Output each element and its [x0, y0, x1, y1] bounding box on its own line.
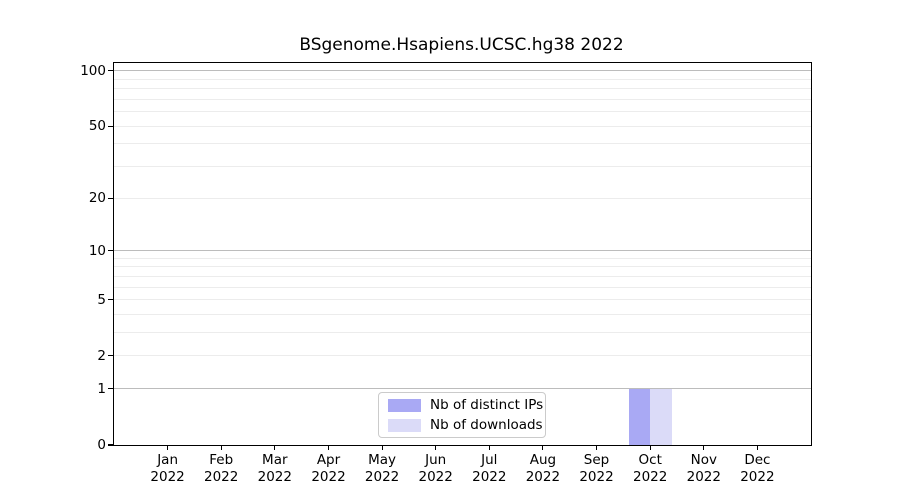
- y-tick-label: 5: [97, 291, 106, 308]
- x-tick-label-year: 2022: [525, 469, 561, 485]
- y-gridline-major: [114, 388, 811, 390]
- x-tick-label-year: 2022: [472, 469, 507, 485]
- y-tick-label: 0: [97, 437, 106, 453]
- legend-label-downloads: Nb of downloads: [430, 417, 543, 433]
- x-tick-label: Dec 2022: [717, 452, 797, 486]
- x-axis-tick: [167, 445, 169, 450]
- x-tick-label: Sep 2022: [557, 452, 637, 486]
- x-tick-label-month: Apr: [316, 452, 341, 468]
- y-gridline-minor: [114, 197, 811, 199]
- x-axis-tick: [542, 445, 544, 450]
- x-tick-label-month: Nov: [690, 452, 717, 468]
- x-axis-tick: [488, 445, 490, 450]
- y-gridline-minor: [114, 166, 811, 167]
- x-tick-label-year: 2022: [633, 469, 668, 485]
- y-gridline-minor: [114, 143, 811, 145]
- x-axis-tick: [595, 445, 598, 450]
- legend-entry-downloads: Nb of downloads: [388, 417, 545, 433]
- y-axis-tick: [108, 70, 113, 72]
- y-gridline-minor: [114, 266, 811, 268]
- legend-entry-distinct-ips: Nb of distinct IPs: [388, 397, 545, 413]
- x-tick-label: Feb 2022: [181, 452, 261, 486]
- y-gridline-minor: [114, 125, 811, 127]
- x-tick-label: Jun 2022: [396, 452, 476, 486]
- x-tick-label: Jul 2022: [449, 452, 529, 486]
- plot-area: 100 50 20 10 5 2 1 0 Dec 2022 Nov 2022 Oct 2022 Sep 202…: [80, 62, 812, 485]
- x-tick-label: Apr 2022: [289, 452, 369, 486]
- y-axis-tick: [108, 388, 113, 390]
- legend: Nb of distinct IPs Nb of downloads: [378, 392, 546, 438]
- x-axis-tick: [435, 445, 437, 450]
- x-tick-label-year: 2022: [257, 469, 292, 485]
- x-tick-label-year: 2022: [686, 469, 721, 485]
- bar-distinct-ips: [628, 388, 651, 445]
- x-axis-tick: [381, 445, 383, 450]
- x-tick-label-month: Feb: [209, 452, 234, 468]
- y-gridline-minor: [114, 286, 811, 288]
- x-tick-label-month: Jan: [157, 452, 178, 468]
- x-tick-label-year: 2022: [418, 469, 453, 485]
- y-axis-tick: [108, 355, 113, 357]
- y-tick-label: 10: [88, 242, 106, 259]
- y-gridline-minor: [114, 88, 811, 90]
- y-gridline-major: [114, 250, 811, 251]
- x-tick-label: Nov 2022: [664, 452, 744, 486]
- x-axis-tick: [756, 445, 758, 450]
- y-axis-tick: [108, 299, 113, 301]
- y-gridline-minor: [114, 332, 811, 334]
- y-gridline-minor: [114, 275, 811, 277]
- y-axis-tick: [108, 197, 113, 199]
- x-tick-label: Jan 2022: [128, 452, 208, 486]
- x-tick-label: Aug 2022: [503, 452, 583, 486]
- x-tick-label-month: Jun: [425, 452, 447, 468]
- x-tick-label-month: Oct: [638, 452, 662, 468]
- y-gridline-minor: [114, 111, 811, 113]
- x-axis-tick: [220, 445, 222, 450]
- y-gridline-minor: [114, 299, 811, 301]
- x-tick-label-year: 2022: [311, 469, 346, 485]
- x-tick-label-year: 2022: [204, 469, 239, 485]
- x-axis-tick: [649, 445, 651, 450]
- y-gridline-major: [114, 70, 811, 72]
- legend-swatch-distinct-ips-icon: [388, 398, 421, 412]
- y-tick-label: 20: [88, 190, 106, 207]
- x-tick-label: Mar 2022: [235, 452, 315, 486]
- x-axis-tick: [274, 445, 276, 450]
- x-tick-label-year: 2022: [579, 469, 614, 485]
- y-gridline-minor: [114, 98, 811, 100]
- y-tick-label: 100: [80, 62, 106, 79]
- y-tick-label: 50: [88, 118, 106, 135]
- y-axis-tick: [108, 249, 113, 252]
- x-tick-label-month: Dec: [744, 452, 771, 468]
- y-gridline-minor: [114, 78, 811, 80]
- y-gridline-minor: [114, 257, 811, 259]
- y-gridline-minor: [114, 355, 811, 357]
- x-tick-label: Oct 2022: [610, 452, 690, 486]
- x-tick-label-year: 2022: [740, 469, 775, 485]
- bar-downloads: [650, 388, 672, 445]
- x-tick-label-month: Mar: [262, 452, 288, 468]
- y-tick-label: 1: [97, 380, 106, 397]
- x-axis-tick: [703, 445, 705, 450]
- y-tick-label: 2: [97, 347, 106, 364]
- x-tick-label-year: 2022: [364, 469, 400, 485]
- x-tick-label-month: Jul: [481, 452, 498, 468]
- legend-label-distinct-ips: Nb of distinct IPs: [430, 397, 544, 413]
- y-gridline-minor: [114, 314, 811, 315]
- x-tick-label-month: May: [368, 452, 397, 468]
- legend-swatch-downloads-icon: [388, 418, 421, 432]
- x-tick-label-month: Sep: [583, 452, 610, 468]
- y-axis-tick: [108, 444, 113, 446]
- chart-title: BSgenome.Hsapiens.UCSC.hg38 2022: [299, 35, 624, 55]
- x-tick-label-month: Aug: [529, 452, 557, 468]
- x-tick-label: May 2022: [342, 452, 422, 486]
- y-axis-tick: [108, 125, 113, 127]
- x-axis-tick: [327, 445, 330, 450]
- x-tick-label-year: 2022: [150, 469, 185, 485]
